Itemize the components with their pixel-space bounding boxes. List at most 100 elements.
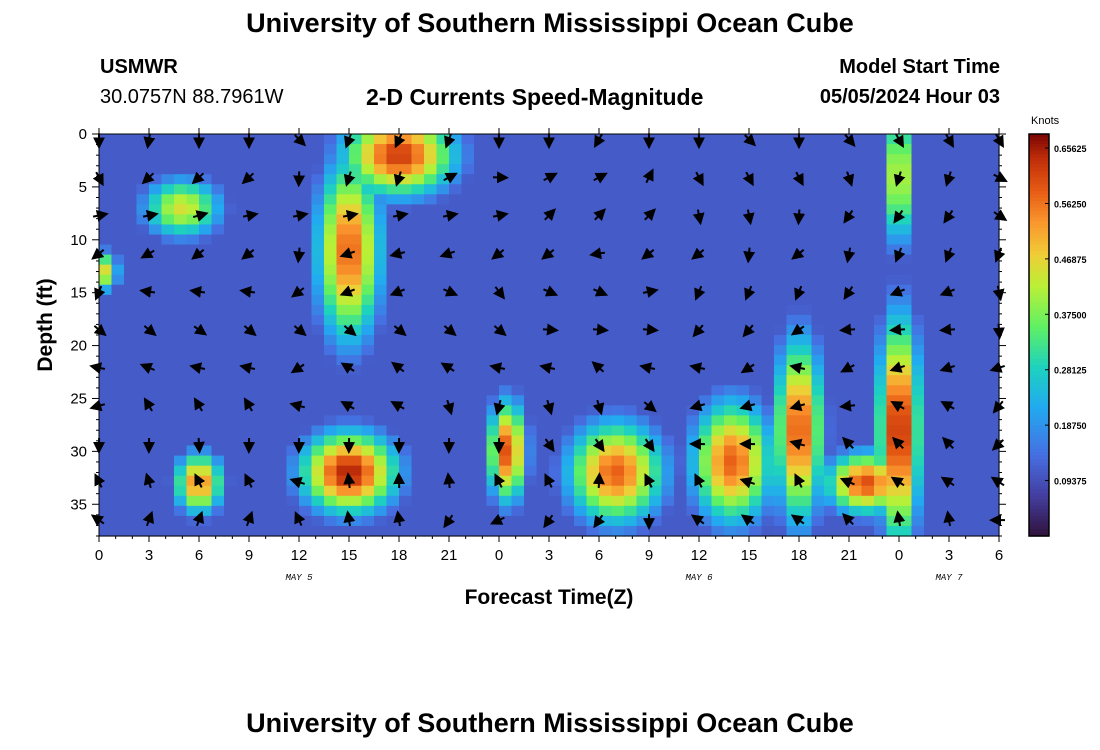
heatmap-cell — [649, 515, 663, 527]
heatmap-cell — [324, 475, 338, 487]
heatmap-cell — [961, 335, 975, 346]
heatmap-cell — [261, 475, 275, 487]
heatmap-cell — [211, 144, 225, 155]
heatmap-cell — [974, 244, 988, 256]
heatmap-cell — [236, 355, 250, 366]
heatmap-cell — [736, 284, 750, 296]
heatmap-cell — [299, 264, 313, 276]
heatmap-cell — [649, 174, 663, 185]
heatmap-cell — [936, 345, 950, 356]
heatmap-cell — [499, 134, 513, 145]
heatmap-cell — [636, 505, 650, 517]
heatmap-cell — [461, 425, 475, 437]
heatmap-cell — [849, 405, 863, 416]
heatmap-cell — [261, 164, 275, 175]
heatmap-cell — [436, 234, 450, 246]
heatmap-cell — [586, 164, 600, 175]
heatmap-cell — [811, 435, 825, 447]
heatmap-cell — [461, 194, 475, 205]
heatmap-cell — [749, 515, 763, 527]
heatmap-cell — [474, 234, 488, 246]
current-vector-arrow — [192, 437, 205, 454]
heatmap-cell — [974, 254, 988, 266]
heatmap-cell — [686, 425, 700, 437]
heatmap-cell — [149, 505, 163, 517]
heatmap-cell — [561, 405, 575, 416]
heatmap-cell — [524, 335, 538, 346]
heatmap-cell — [824, 405, 838, 416]
heatmap-cell — [624, 475, 638, 487]
heatmap-cell — [749, 294, 763, 306]
heatmap-cell — [774, 525, 788, 537]
heatmap-cell — [561, 495, 575, 507]
heatmap-cell — [149, 204, 163, 215]
heatmap-cell — [874, 505, 888, 517]
heatmap-cell — [911, 274, 925, 286]
heatmap-cell — [586, 405, 600, 416]
heatmap-cell — [886, 274, 900, 286]
heatmap-cell — [286, 194, 300, 205]
heatmap-cell — [424, 254, 438, 266]
heatmap-cell — [99, 244, 113, 256]
heatmap-cell — [161, 224, 175, 236]
heatmap-cell — [136, 224, 150, 236]
current-vector-arrow — [592, 472, 605, 489]
heatmap-cell — [236, 445, 250, 457]
heatmap-cell — [899, 274, 913, 286]
heatmap-cell — [99, 405, 113, 416]
heatmap-cell — [574, 134, 588, 145]
heatmap-cell — [136, 345, 150, 356]
heatmap-cell — [886, 525, 900, 537]
heatmap-cell — [911, 164, 925, 175]
heatmap-cell — [361, 214, 375, 226]
heatmap-cell — [349, 495, 363, 507]
heatmap-cell — [711, 335, 725, 346]
heatmap-cell — [661, 324, 675, 336]
colorbar-swatch — [1029, 180, 1049, 185]
heatmap-cell — [474, 324, 488, 336]
heatmap-cell — [874, 314, 888, 326]
heatmap-cell — [849, 505, 863, 517]
heatmap-cell — [699, 174, 713, 185]
heatmap-cell — [849, 525, 863, 537]
heatmap-cell — [761, 345, 775, 356]
heatmap-cell — [761, 395, 775, 406]
heatmap-cell — [949, 294, 963, 306]
heatmap-cell — [899, 144, 913, 155]
heatmap-cell — [174, 395, 188, 406]
heatmap-cell — [174, 335, 188, 346]
heatmap-cell — [174, 274, 188, 286]
heatmap-cell — [886, 184, 900, 195]
heatmap-cell — [136, 294, 150, 306]
heatmap-cell — [286, 485, 300, 497]
heatmap-cell — [486, 254, 500, 266]
current-vector-arrow — [389, 285, 405, 297]
heatmap-cell — [686, 194, 700, 205]
heatmap-cell — [936, 184, 950, 195]
heatmap-cell — [411, 465, 425, 477]
heatmap-cell — [661, 355, 675, 366]
heatmap-cell — [886, 365, 900, 376]
heatmap-cell — [986, 174, 1000, 185]
heatmap-cell — [624, 425, 638, 437]
current-vector-arrow — [292, 209, 309, 222]
heatmap-cell — [561, 385, 575, 396]
heatmap-cell — [386, 515, 400, 527]
heatmap-cell — [186, 455, 200, 467]
heatmap-cell — [886, 204, 900, 215]
heatmap-cell — [761, 274, 775, 286]
heatmap-cell — [461, 204, 475, 215]
heatmap-cell — [861, 324, 875, 336]
heatmap-cell — [549, 495, 563, 507]
current-vector-arrow — [692, 324, 705, 338]
heatmap-cell — [761, 254, 775, 266]
heatmap-cell — [624, 355, 638, 366]
heatmap-cell — [336, 515, 350, 527]
heatmap-cell — [786, 515, 800, 527]
heatmap-cell — [449, 264, 463, 276]
heatmap-cell — [861, 515, 875, 527]
heatmap-cell — [311, 264, 325, 276]
heatmap-cell — [849, 435, 863, 447]
heatmap-cell — [724, 415, 738, 427]
heatmap-cell — [499, 224, 513, 236]
